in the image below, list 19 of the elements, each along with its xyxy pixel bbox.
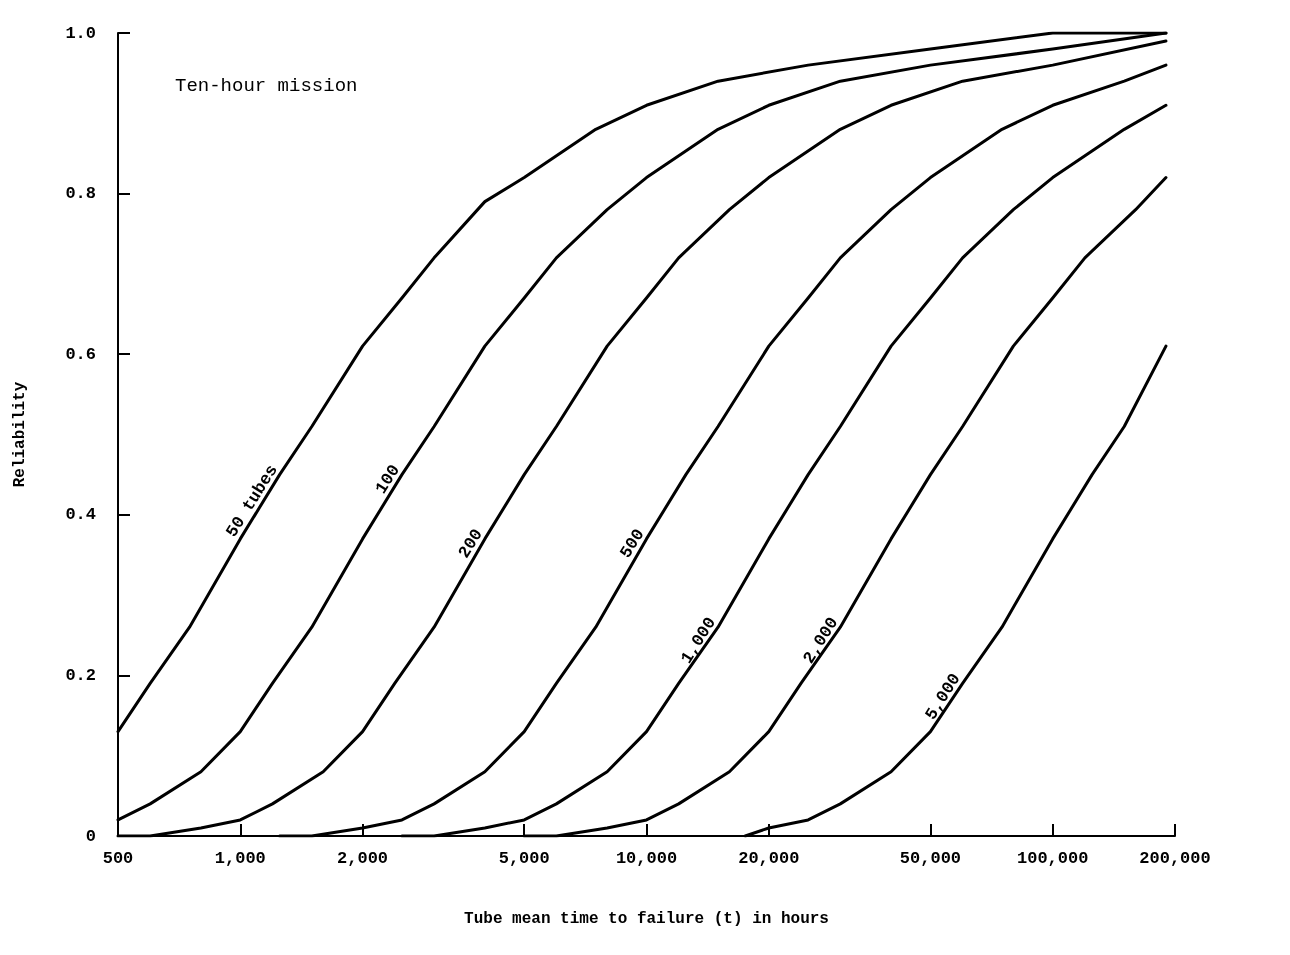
- y-tick-label: 0.2: [65, 665, 96, 685]
- y-tick-label: 1.0: [65, 23, 96, 43]
- x-tick-label: 20,000: [738, 849, 800, 868]
- annotation: Ten-hour mission: [175, 74, 358, 97]
- x-tick-label: 10,000: [615, 849, 678, 868]
- x-axis-title: Tube mean time to failure (t) in hours: [464, 910, 829, 928]
- x-tick-label: 200,000: [1139, 849, 1211, 868]
- y-tick-label: 0.4: [65, 505, 96, 525]
- x-tick-label: 1,000: [214, 849, 266, 868]
- x-tick-label: 100,000: [1017, 849, 1089, 868]
- x-tick-label: 50,000: [899, 849, 962, 868]
- x-tick-label: 500: [102, 849, 134, 868]
- y-axis-title: Reliability: [11, 381, 29, 488]
- x-tick-label: 2,000: [337, 849, 389, 868]
- y-tick-label: 0.6: [65, 344, 96, 364]
- y-tick-label: 0: [85, 826, 96, 846]
- x-tick-label: 5,000: [498, 849, 550, 868]
- y-tick-label: 0.8: [65, 184, 96, 204]
- text: 500: [616, 525, 649, 562]
